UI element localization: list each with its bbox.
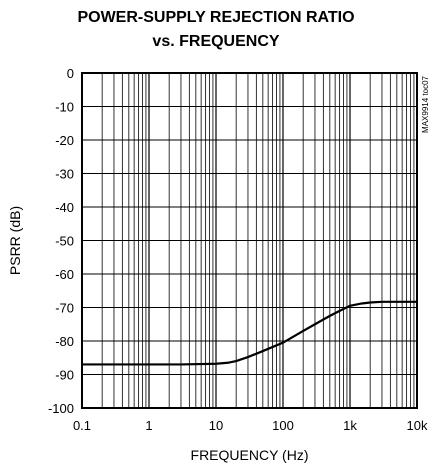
figure-code-annotation: MAX9914 toc07 bbox=[421, 75, 430, 132]
chart-title-line-1: POWER-SUPPLY REJECTION RATIO bbox=[77, 9, 355, 26]
y-tick-label: -50 bbox=[55, 234, 74, 249]
y-tick-label: 0 bbox=[67, 66, 74, 81]
y-tick-label: -60 bbox=[55, 267, 74, 282]
y-tick-label: -90 bbox=[55, 368, 74, 383]
x-tick-label: 100 bbox=[272, 418, 294, 433]
x-tick-label: 0.1 bbox=[73, 418, 91, 433]
y-tick-label: -70 bbox=[55, 301, 74, 316]
y-tick-label: -80 bbox=[55, 334, 74, 349]
y-tick-label: -30 bbox=[55, 167, 74, 182]
x-axis-label: FREQUENCY (Hz) bbox=[191, 447, 309, 463]
y-tick-label: -40 bbox=[55, 200, 74, 215]
y-axis-label: PSRR (dB) bbox=[7, 206, 23, 275]
chart-title-line-2: vs. FREQUENCY bbox=[152, 33, 280, 50]
psrr-curve bbox=[82, 300, 417, 366]
x-tick-label: 10 bbox=[209, 418, 223, 433]
tick-labels: 0 -10 -20 -30 -40 -50 -60 -70 -80 -90 -100 0.1 1 10 10… bbox=[48, 66, 428, 433]
plot-frame bbox=[81, 72, 418, 409]
y-tick-label: -10 bbox=[55, 100, 74, 115]
grid bbox=[81, 72, 417, 409]
y-tick-label: -100 bbox=[48, 401, 74, 416]
x-tick-label: 1 bbox=[145, 418, 152, 433]
y-tick-label: -20 bbox=[55, 133, 74, 148]
x-tick-label: 1k bbox=[343, 418, 357, 433]
x-tick-label: 10k bbox=[407, 418, 428, 433]
